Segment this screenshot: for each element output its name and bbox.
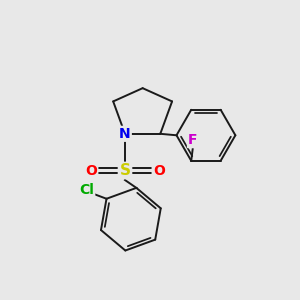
Text: N: N — [119, 127, 131, 141]
Text: F: F — [188, 133, 197, 147]
Text: O: O — [85, 164, 97, 178]
Text: Cl: Cl — [79, 183, 94, 197]
Text: O: O — [153, 164, 165, 178]
Text: S: S — [119, 163, 130, 178]
